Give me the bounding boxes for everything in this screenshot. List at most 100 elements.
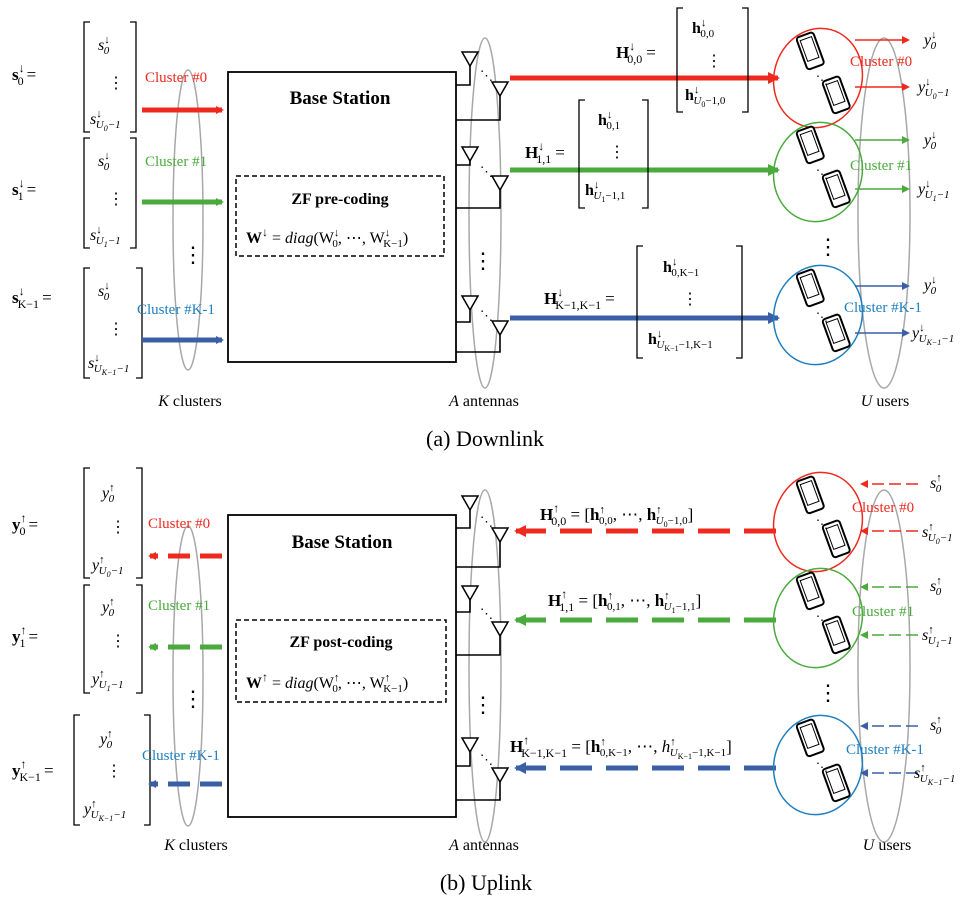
downlink-caption: (a) Downlink <box>426 426 544 451</box>
antenna-icon <box>460 295 480 312</box>
uplink-cluster-1-label: Cluster #1 <box>148 598 210 614</box>
s1-input-top: s↑ 0 <box>930 575 942 598</box>
uplink-user-group-1: ⋱ <box>772 567 864 669</box>
svg-text:⋱: ⋱ <box>480 308 493 323</box>
downlink-cluster-k-input: s↓ K−1 = s↓ 0 ⋮ s↓ UK−1−1 <box>12 267 143 379</box>
svg-text:⋱: ⋱ <box>816 517 828 531</box>
sK-input-bottom: s↑ UK−1−1 <box>914 762 955 787</box>
downlink-user-label-0: Cluster #0 <box>850 54 912 70</box>
antenna-icon <box>490 320 510 337</box>
svg-text:⋱: ⋱ <box>480 514 493 529</box>
downlink-antenna-group-k: ⋱ <box>456 295 510 353</box>
svg-text:y↑0=: y↑ 0 = <box>12 511 38 538</box>
antenna-icon <box>490 621 510 638</box>
svg-text:H↓1,1=: H↓ 1,1 = <box>525 139 565 166</box>
phone-icon <box>821 169 851 209</box>
uplink-antennas-vdots: ⋮ <box>472 692 494 717</box>
svg-text:h↓0,K−1: h↓ 0,K−1 <box>663 256 699 279</box>
uplink-a-antennas-label: A antennas <box>448 837 519 854</box>
downlink-user-group-1: ⋱ <box>772 121 864 223</box>
phone-icon <box>821 763 851 803</box>
phone-icon <box>821 313 851 353</box>
antenna-icon <box>490 767 510 784</box>
sK-vector-top: s↓ 0 <box>98 280 110 303</box>
uplink-cluster-k-output: y↑ K−1 = y↑ 0 ⋮ y↑ UK−1−1 <box>12 714 151 826</box>
uplink-users-vdots: ⋮ <box>817 680 839 705</box>
uplink-channel-eq-k: H↑ K−1,K−1 = [h↑ 0,K−1, ⋯, h↑ UK−1−1,K−1] <box>510 733 732 761</box>
users-ellipse <box>857 489 911 843</box>
precoding-equation: W↓ = diag(W↓ 0, ⋯, W↓ K−1) <box>246 225 408 250</box>
s0-vector-top: s↓ 0 <box>98 34 110 57</box>
antenna-icon <box>460 585 480 602</box>
phone-icon <box>795 475 825 515</box>
users-ellipse <box>857 37 911 389</box>
svg-text:H↓K−1,K−1=: H↓ K−1,K−1 = <box>544 285 615 312</box>
svg-text:⋱: ⋱ <box>480 164 493 179</box>
svg-text:⋱: ⋱ <box>480 606 493 621</box>
base-station-label: Base Station <box>292 532 393 553</box>
precoding-title: ZF pre-coding <box>291 191 388 208</box>
downlink-panel: Base Station ZF pre-coding W↓ = diag(W↓ 0… <box>12 7 954 451</box>
svg-text:⋱: ⋱ <box>816 613 828 627</box>
svg-text:⋮: ⋮ <box>682 291 698 308</box>
phone-icon <box>795 571 825 611</box>
antennas-ellipse <box>468 37 502 389</box>
uplink-channel-eq-1: H↑ 1,1 = [h↑ 0,1, ⋯, h↑ U1−1,1] <box>548 587 701 615</box>
uplink-user-label-0: Cluster #0 <box>852 500 914 516</box>
postcoding-title: ZF post-coding <box>290 634 393 651</box>
s1-vector-label: s↓ 1 = <box>12 176 36 203</box>
svg-text:h↓UK−1−1,K−1: h↓ UK−1−1,K−1 <box>648 328 713 353</box>
base-station-box <box>227 514 457 818</box>
s0-vector-dots: ⋮ <box>108 75 124 92</box>
svg-text:y↑0: y↑ 0 <box>100 596 115 619</box>
uplink-caption: (b) Uplink <box>440 870 532 895</box>
s0-vector-label: s↓ 0 = <box>12 61 36 88</box>
sK-vector-bottom: s↓ UK−1−1 <box>88 352 129 377</box>
svg-text:⋱: ⋱ <box>816 167 828 181</box>
downlink-k-clusters-label: K clusters <box>157 393 222 410</box>
phone-icon <box>795 268 825 308</box>
downlink-channel-matrix-k: H↓ K−1,K−1 = h↓ 0,K−1 ⋮ h↓ UK−1−1,K−1 <box>544 245 743 359</box>
phone-icon <box>795 718 825 758</box>
downlink-user-label-1: Cluster #1 <box>850 158 912 174</box>
clusters-ellipse <box>172 69 204 371</box>
s0-input-bottom: s↑ U0−1 <box>922 521 953 546</box>
y0-output-top: y↓ 0 <box>922 29 937 52</box>
svg-text:H↓0,0=: H↓ 0,0 = <box>616 39 656 66</box>
svg-text:y↑U0−1: y↑ U0−1 <box>90 554 124 579</box>
antenna-icon <box>490 527 510 544</box>
antenna-icon <box>490 81 510 98</box>
svg-text:⋱: ⋱ <box>480 752 493 767</box>
sK-input-top: s↑ 0 <box>930 714 942 737</box>
postcoding-box <box>235 619 447 703</box>
uplink-cluster-0-output: y↑ 0 = y↑ 0 ⋮ y↑ U0−1 <box>12 467 143 579</box>
clusters-ellipse <box>172 525 204 827</box>
base-station-label: Base Station <box>290 88 391 109</box>
downlink-user-group-0: ⋱ <box>772 27 864 129</box>
svg-text:h↓U0−1,0: h↓ U0−1,0 <box>685 84 726 109</box>
svg-text:h↓U1−1,1: h↓ U1−1,1 <box>585 179 625 204</box>
sK-vector-label: s↓ K−1 = <box>12 284 52 311</box>
downlink-channel-matrix-1: H↓ 1,1 = h↓ 0,1 ⋮ h↓ U1−1,1 <box>525 99 649 209</box>
phone-icon <box>795 31 825 71</box>
downlink-users-vdots: ⋮ <box>817 234 839 259</box>
svg-text:⋱: ⋱ <box>816 310 828 324</box>
base-station-box <box>227 71 457 363</box>
downlink-antennas-vdots: ⋮ <box>472 248 494 273</box>
yK-output-bottom: y↓ UK−1−1 <box>910 322 954 347</box>
antennas-ellipse <box>468 489 502 843</box>
svg-text:⋮: ⋮ <box>609 144 625 161</box>
svg-text:y↑UK−1−1: y↑ UK−1−1 <box>82 798 126 823</box>
svg-text:h↓0,1: h↓ 0,1 <box>598 109 620 132</box>
y1-output-bottom: y↓ U1−1 <box>916 178 950 203</box>
uplink-user-label-1: Cluster #1 <box>852 604 914 620</box>
uplink-antenna-group-0: ⋱ <box>456 495 510 568</box>
downlink-u-users-label: U users <box>861 393 909 410</box>
svg-text:y↑U1−1: y↑ U1−1 <box>90 668 124 693</box>
uplink-k-clusters-label: K clusters <box>163 837 228 854</box>
antenna-icon <box>460 51 480 68</box>
s0-input-top: s↑ 0 <box>930 472 942 495</box>
svg-text:y↑K−1=: y↑ K−1 = <box>12 757 54 784</box>
svg-text:⋮: ⋮ <box>110 633 126 650</box>
